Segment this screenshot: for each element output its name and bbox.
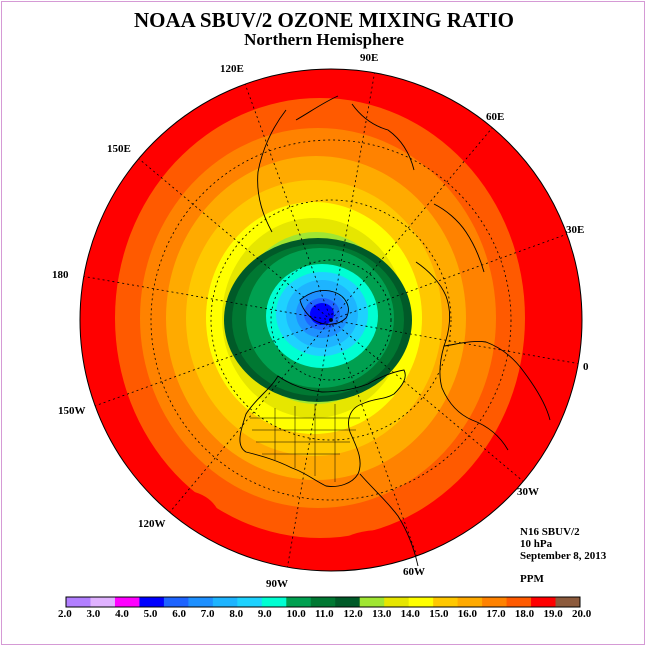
colorbar-label: 6.0 <box>172 608 186 620</box>
colorbar-swatch <box>482 597 508 607</box>
colorbar-swatch <box>66 597 91 607</box>
colorbar-swatch <box>335 597 361 607</box>
colorbar-swatch <box>237 597 263 607</box>
meridian-line <box>138 158 332 321</box>
lon-label-30e: 30E <box>566 224 585 236</box>
colorbar-swatch <box>261 597 287 607</box>
colorbar-swatch <box>506 597 532 607</box>
lon-label-120w: 120W <box>138 518 166 530</box>
colorbar-label: 12.0 <box>343 608 363 620</box>
colorbar-swatch <box>433 597 459 607</box>
meridian-line <box>330 127 493 321</box>
lon-label-120e: 120E <box>220 63 244 75</box>
colorbar-label: 16.0 <box>457 608 478 620</box>
colorbar-label: 20.0 <box>572 608 592 620</box>
colorbar-border <box>65 596 581 608</box>
colorbar-swatch <box>139 597 165 607</box>
colorbar-label: 18.0 <box>514 608 535 620</box>
meridian-line <box>330 319 579 364</box>
colorbar-label: 8.0 <box>229 608 244 620</box>
colorbar-swatch <box>188 597 214 607</box>
info-units: PPM <box>520 573 544 585</box>
latitude-circle <box>210 199 452 441</box>
info-instrument: N16 SBUV/2 <box>520 526 580 538</box>
colorbar-label: 14.0 <box>400 608 420 620</box>
colorbar-swatch <box>408 597 434 607</box>
colorbar-label: 4.0 <box>115 608 129 620</box>
info-date: September 8, 2013 <box>520 550 607 562</box>
colorbar-swatch <box>531 597 557 607</box>
meridian-line <box>95 319 332 407</box>
lon-label-150e: 150E <box>107 143 131 155</box>
colorbar-swatch <box>90 597 116 607</box>
colorbar-swatch <box>163 597 189 607</box>
latitude-circle <box>270 259 392 381</box>
latitude-circle <box>150 139 512 501</box>
colorbar-label: 3.0 <box>86 608 101 620</box>
lon-label-180: 180 <box>52 269 69 281</box>
colorbar-label: 17.0 <box>486 608 506 620</box>
colorbar-swatch <box>384 597 410 607</box>
meridian-line <box>330 319 418 556</box>
lon-label-60w: 60W <box>403 566 425 578</box>
meridian-line <box>330 233 567 321</box>
colorbar-label: 11.0 <box>315 608 334 620</box>
lon-label-30w: 30W <box>517 486 539 498</box>
meridian-line <box>244 84 332 321</box>
colorbar-swatch <box>114 597 140 607</box>
meridian-line <box>330 319 524 482</box>
meridian-line <box>287 319 332 568</box>
meridian-line <box>330 72 375 321</box>
map-boundary <box>79 68 583 572</box>
ozone-band-core <box>310 303 334 325</box>
colorbar-swatch <box>457 597 483 607</box>
colorbar-swatch <box>286 597 312 607</box>
colorbar-label: 7.0 <box>200 608 215 620</box>
colorbar-swatch <box>212 597 238 607</box>
us-state-grid <box>250 404 360 482</box>
map-title: NOAA SBUV/2 OZONE MIXING RATIO <box>134 8 514 32</box>
colorbar-label: 5.0 <box>143 608 158 620</box>
map-subtitle: Northern Hemisphere <box>244 30 404 49</box>
colorbar-label: 2.0 <box>58 608 72 620</box>
meridian-line <box>169 319 332 513</box>
coastlines <box>239 95 551 567</box>
lon-label-0: 0 <box>583 361 589 373</box>
info-level: 10 hPa <box>520 538 553 550</box>
lon-label-90e: 90E <box>360 52 379 64</box>
lon-label-90w: 90W <box>266 578 288 590</box>
colorbar-label: 15.0 <box>429 608 449 620</box>
lon-label-60e: 60E <box>486 111 505 123</box>
colorbar-label: 19.0 <box>543 608 563 620</box>
colorbar-swatch <box>359 597 385 607</box>
colorbar-swatch <box>555 597 581 607</box>
lat-lon-grid <box>83 72 579 568</box>
lon-label-150w: 150W <box>58 405 86 417</box>
meridian-line <box>83 276 332 321</box>
colorbar-label: 9.0 <box>257 608 272 620</box>
colorbar-swatch <box>310 597 336 607</box>
colorbar-label: 13.0 <box>372 608 392 620</box>
colorbar-label: 10.0 <box>286 608 306 620</box>
